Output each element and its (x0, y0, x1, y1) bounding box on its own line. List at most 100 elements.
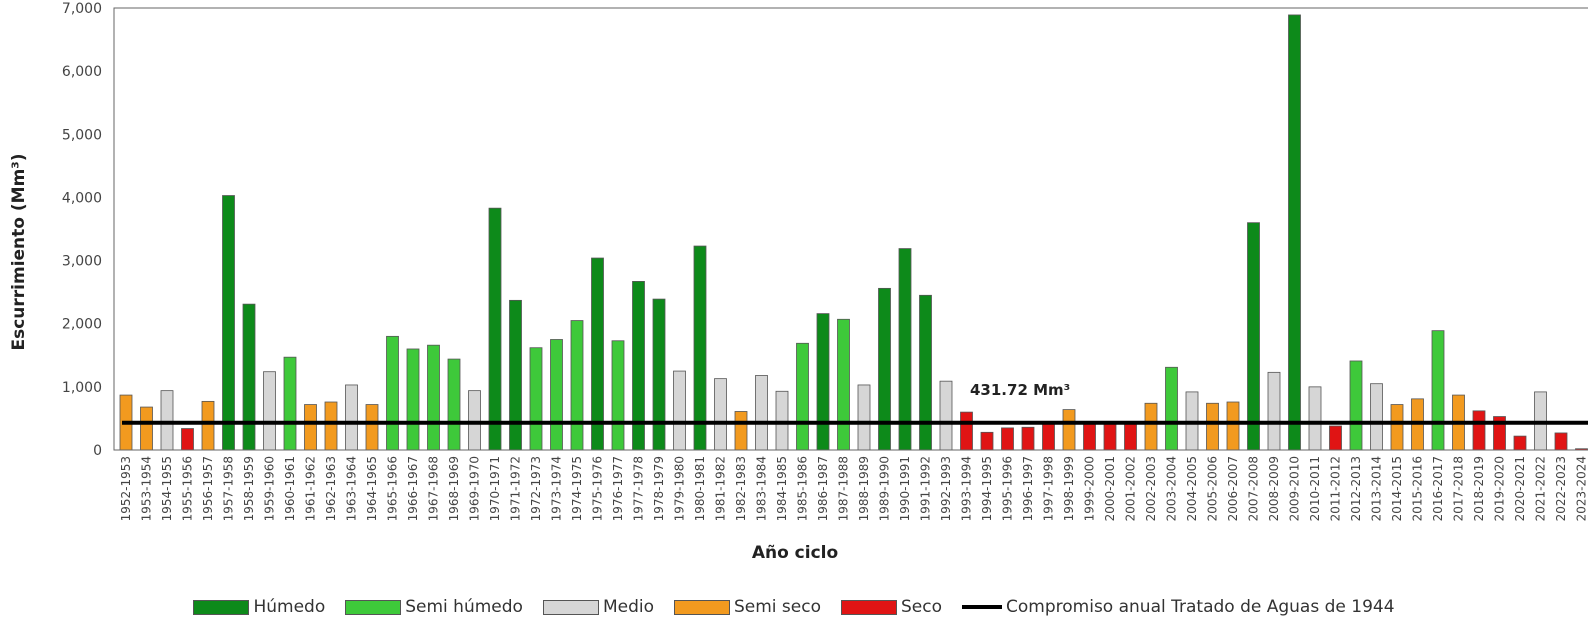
bar-1982-1983 (734, 411, 748, 451)
runoff-bar-chart: 0 1,000 2,000 3,000 4,000 5,000 6,000 7,000 431… (9, 1, 1588, 563)
x-tick-label: 2016-2017 (1431, 456, 1445, 521)
x-tick-label: 2019-2020 (1493, 456, 1507, 521)
x-tick-label: 2004-2005 (1185, 456, 1199, 521)
x-tick-label: 1974-1975 (570, 456, 584, 521)
bar-1999-2000 (1083, 423, 1096, 451)
x-axis-tick-labels: 1952-1953 1953-1954 1954-1955 1955-1956 1956… (119, 456, 1588, 521)
x-tick-label: 2005-2006 (1206, 456, 1220, 521)
bar-2002-2003 (1144, 402, 1158, 451)
x-tick-label: 1966-1967 (406, 456, 420, 521)
x-tick-label: 2001-2002 (1124, 456, 1138, 521)
bar-2011-2012 (1329, 425, 1342, 451)
legend-swatch-humedo (193, 599, 250, 615)
x-tick-label: 1977-1978 (632, 456, 646, 521)
legend-swatch-semi-humedo (345, 599, 402, 615)
x-tick-label: 1983-1984 (755, 456, 769, 521)
x-tick-label: 1994-1995 (980, 456, 994, 521)
y-axis-ticks: 0 1,000 2,000 3,000 4,000 5,000 6,000 7,000 (62, 1, 102, 459)
x-tick-label: 1967-1968 (427, 456, 441, 521)
bar-1986-1987 (816, 313, 830, 451)
x-tick-label: 2023-2024 (1575, 456, 1588, 521)
x-tick-label: 2011-2012 (1329, 456, 1343, 521)
x-tick-label: 2017-2018 (1452, 456, 1466, 521)
bar-1988-1989 (857, 384, 871, 451)
bar-1956-1957 (201, 400, 215, 451)
y-tick-label: 6,000 (62, 64, 102, 80)
x-tick-label: 2022-2023 (1554, 456, 1568, 521)
bar-1994-1995 (980, 431, 994, 451)
x-tick-label: 2018-2019 (1472, 456, 1486, 521)
bar-1958-1959 (242, 303, 256, 451)
x-tick-label: 1956-1957 (201, 456, 215, 521)
x-tick-label: 1968-1969 (447, 456, 461, 521)
bar-1996-1997 (1021, 426, 1035, 451)
bar-2014-2015 (1390, 404, 1404, 451)
bar-1978-1979 (652, 298, 666, 451)
y-tick-label: 1,000 (62, 380, 102, 396)
x-tick-label: 2002-2003 (1144, 456, 1158, 521)
bar-2000-2001 (1103, 423, 1117, 451)
bar-1979-1980 (673, 370, 686, 451)
x-tick-label: 2008-2009 (1267, 456, 1281, 521)
x-tick-label: 1998-1999 (1062, 456, 1076, 521)
bar-2006-2007 (1226, 401, 1240, 451)
x-tick-label: 1981-1982 (714, 456, 728, 521)
x-tick-label: 1996-1997 (1021, 456, 1035, 521)
bar-1971-1972 (509, 299, 522, 451)
legend-label-seco: Seco (901, 597, 943, 617)
x-tick-label: 1954-1955 (160, 456, 174, 521)
x-tick-label: 1986-1987 (816, 456, 830, 521)
x-tick-label: 1978-1979 (652, 456, 666, 521)
bar-2001-2002 (1124, 423, 1137, 451)
x-tick-label: 1969-1970 (468, 456, 482, 521)
bar-2007-2008 (1247, 222, 1260, 451)
bar-1972-1973 (529, 347, 543, 451)
x-tick-label: 1959-1960 (263, 456, 277, 521)
x-tick-label: 1979-1980 (673, 456, 687, 521)
y-tick-label: 4,000 (62, 190, 102, 206)
legend-label-treaty-line: Compromiso anual Tratado de Aguas de 194… (1006, 597, 1395, 617)
bar-1963-1964 (345, 384, 358, 451)
bar-2022-2023 (1554, 432, 1568, 451)
x-tick-label: 1989-1990 (878, 456, 892, 521)
bar-1985-1986 (796, 342, 809, 451)
y-tick-label: 3,000 (62, 254, 102, 270)
legend-label-medio: Medio (602, 597, 654, 617)
bar-1981-1982 (714, 378, 727, 451)
bar-2009-2010 (1288, 14, 1301, 451)
x-tick-label: 1964-1965 (365, 456, 379, 521)
bar-1973-1974 (550, 339, 563, 451)
bar-1955-1956 (181, 428, 194, 451)
x-axis-title: Año ciclo (752, 543, 838, 563)
bar-1995-1996 (1001, 427, 1014, 451)
bar-1989-1990 (878, 287, 891, 451)
x-tick-label: 2020-2021 (1513, 456, 1527, 521)
x-tick-label: 1980-1981 (693, 456, 707, 521)
x-tick-label: 1985-1986 (796, 456, 810, 521)
x-tick-label: 1963-1964 (345, 456, 359, 521)
x-tick-label: 1971-1972 (509, 456, 523, 521)
x-tick-label: 2012-2013 (1349, 456, 1363, 521)
x-tick-label: 1962-1963 (324, 456, 338, 521)
legend-swatch-medio (542, 599, 599, 615)
bar-2003-2004 (1165, 366, 1178, 451)
bars (119, 14, 1588, 451)
x-tick-label: 1984-1985 (775, 456, 789, 521)
legend: Húmedo Semi húmedo Medio Semi seco Seco … (0, 594, 1588, 620)
bar-1998-1999 (1062, 409, 1076, 451)
legend-label-humedo: Húmedo (253, 597, 326, 617)
bar-1966-1967 (406, 348, 420, 451)
x-tick-label: 1953-1954 (140, 456, 154, 521)
bar-1990-1991 (898, 248, 912, 451)
legend-item-seco: Seco (841, 597, 942, 617)
x-tick-label: 1970-1971 (488, 456, 502, 521)
bar-1957-1958 (222, 195, 235, 451)
legend-swatch-treaty-line (962, 605, 1003, 609)
x-tick-label: 2000-2001 (1103, 456, 1117, 521)
x-tick-label: 1988-1989 (857, 456, 871, 521)
x-tick-label: 1975-1976 (591, 456, 605, 521)
x-tick-label: 1982-1983 (734, 456, 748, 521)
bar-1987-1988 (837, 318, 850, 451)
bar-1969-1970 (468, 390, 481, 451)
bar-2018-2019 (1472, 410, 1486, 451)
